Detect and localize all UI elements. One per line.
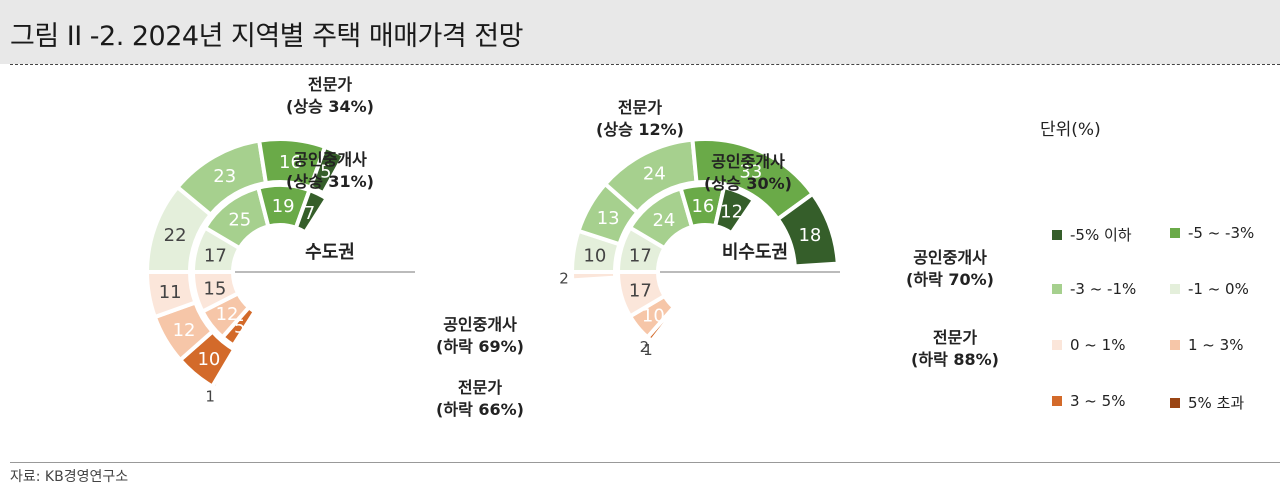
segment-value-label: 23 <box>213 166 236 187</box>
figure-title: 그림 II -2. 2024년 지역별 주택 매매가격 전망 <box>10 21 523 52</box>
segment-value-label: 5 <box>234 317 245 338</box>
segment-value-label: 24 <box>652 210 675 231</box>
bottom-divider <box>10 462 1280 463</box>
unit-label: 단위(%) <box>1040 120 1101 140</box>
legend-swatch <box>1052 396 1062 406</box>
series-rise-label: 전문가 <box>308 75 352 94</box>
title-bar <box>0 0 1280 64</box>
legend-swatch <box>1170 228 1180 238</box>
segment-value-label: 33 <box>739 161 762 182</box>
segment-value-label: 2 <box>559 269 569 287</box>
legend-item: -5 ~ -3% <box>1170 224 1254 242</box>
series-fall-label: (하락 66%) <box>436 400 524 419</box>
legend-swatch <box>1052 229 1062 240</box>
series-fall-label: (하락 70%) <box>906 270 994 289</box>
segment-value-label: 17 <box>629 245 652 266</box>
title-divider <box>10 64 1280 65</box>
segment-value-label: 13 <box>597 208 620 229</box>
segment-value-label: 15 <box>203 279 226 300</box>
segment-value-label: 10 <box>583 246 606 267</box>
legend-label: 5% 초과 <box>1188 394 1245 412</box>
segment-value-label: 2 <box>640 338 650 356</box>
segment-value-label: 18 <box>798 225 821 246</box>
series-fall-label: 공인중개사 <box>443 315 517 334</box>
segment-value-label: 17 <box>629 281 652 302</box>
legend-item: -3 ~ -1% <box>1052 280 1136 298</box>
legend-swatch <box>1170 397 1180 408</box>
segment-value-label: 16 <box>279 152 302 173</box>
series-fall-label: 공인중개사 <box>913 248 987 267</box>
series-fall-label: 전문가 <box>458 378 502 397</box>
series-rise-label: (상승 34%) <box>286 97 374 116</box>
segment-value-label: 19 <box>272 196 295 217</box>
segment-value-label: 25 <box>228 209 251 230</box>
series-rise-label: 공인중개사 <box>293 150 367 169</box>
legend-item: -5% 이하 <box>1052 224 1132 245</box>
series-fall-label: (하락 69%) <box>436 337 524 356</box>
legend-item: 3 ~ 5% <box>1052 392 1125 410</box>
source-note: 자료: KB경영연구소 <box>10 469 129 485</box>
segment-value-label: 12 <box>720 202 743 223</box>
segment-value-label: 17 <box>204 245 227 266</box>
donut-segment <box>307 144 347 196</box>
legend-label: -5% 이하 <box>1070 226 1132 244</box>
series-rise-label: (상승 31%) <box>286 172 374 191</box>
segment-value-label: 7 <box>304 203 315 224</box>
segment-value-label: 12 <box>173 320 196 341</box>
series-fall-label: 전문가 <box>933 328 977 347</box>
legend-item: -1 ~ 0% <box>1170 280 1249 298</box>
region-label: 수도권 <box>305 242 355 263</box>
legend-swatch <box>1052 340 1062 350</box>
legend-item: 5% 초과 <box>1170 392 1244 413</box>
segment-value-label: 16 <box>691 196 714 217</box>
series-rise-label: (상승 12%) <box>596 120 684 139</box>
donut-segment <box>293 187 330 236</box>
donut-segment <box>775 191 840 269</box>
segment-value-label: 1 <box>205 387 215 405</box>
segment-value-label: 10 <box>197 349 220 370</box>
legend-label: 1 ~ 3% <box>1188 336 1244 354</box>
segment-value-label: 1 <box>643 341 653 359</box>
legend-item: 1 ~ 3% <box>1170 336 1243 354</box>
legend-swatch <box>1052 284 1062 294</box>
region-label: 비수도권 <box>722 242 788 263</box>
legend-item: 0 ~ 1% <box>1052 336 1125 354</box>
segment-value-label: 12 <box>216 304 239 325</box>
series-rise-label: 전문가 <box>618 98 662 117</box>
legend-label: -1 ~ 0% <box>1188 280 1249 298</box>
segment-value-label: 24 <box>643 164 666 185</box>
legend-label: -3 ~ -1% <box>1070 280 1137 298</box>
series-rise-label: (상승 30%) <box>704 174 792 193</box>
legend-label: 0 ~ 1% <box>1070 336 1126 354</box>
series-rise-label: 공인중개사 <box>711 152 785 171</box>
segment-value-label: 5 <box>320 161 331 182</box>
series-fall-label: (하락 88%) <box>911 350 999 369</box>
segment-value-label: 10 <box>642 306 665 327</box>
legend-label: -5 ~ -3% <box>1188 224 1255 242</box>
legend-swatch <box>1170 284 1180 294</box>
legend-label: 3 ~ 5% <box>1070 392 1126 410</box>
segment-value-label: 22 <box>164 225 187 246</box>
legend-swatch <box>1170 340 1180 350</box>
segment-value-label: 11 <box>159 282 182 303</box>
donut-segment <box>712 184 757 236</box>
